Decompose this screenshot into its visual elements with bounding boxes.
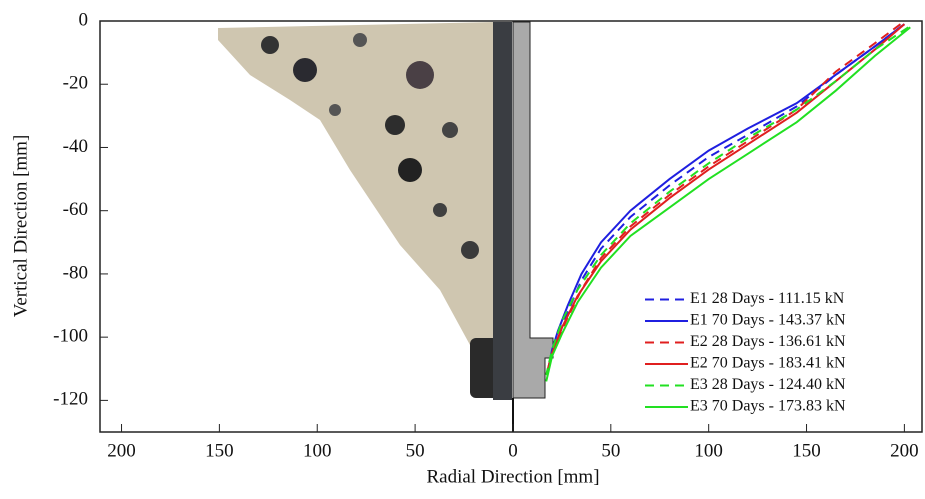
x-tick-label: 50 (406, 440, 425, 461)
legend-label: E3 70 Days - 173.83 kN (690, 398, 846, 415)
x-axis-label: Radial Direction [mm] (426, 466, 599, 487)
y-tick-label: -120 (53, 389, 88, 410)
legend-label: E3 28 Days - 124.40 kN (690, 376, 846, 393)
y-tick-label: -60 (63, 199, 88, 220)
y-tick-label: -80 (63, 262, 88, 283)
axes-box (99, 20, 923, 433)
x-tick-label: 100 (694, 440, 723, 461)
x-tick-label: 200 (107, 440, 136, 461)
legend-label: E1 70 Days - 143.37 kN (690, 312, 846, 329)
y-axis-label: Vertical Direction [mm] (10, 135, 31, 318)
series-line (545, 26, 911, 382)
series-line (549, 23, 905, 363)
x-tick-label: 150 (792, 440, 821, 461)
legend-label: E2 70 Days - 183.41 kN (690, 355, 846, 372)
legend-label: E1 28 Days - 111.15 kN (690, 290, 845, 307)
photo (218, 21, 554, 432)
x-tick-label: 150 (205, 440, 234, 461)
y-tick-label: 0 (79, 9, 89, 30)
series-line (545, 26, 909, 376)
y-tick-label: -20 (63, 73, 88, 94)
x-tick-label: 100 (303, 440, 332, 461)
x-tick-label: 200 (890, 440, 919, 461)
x-tick-label: 50 (601, 440, 620, 461)
y-tick-label: -100 (53, 326, 88, 347)
legend-label: E2 28 Days - 136.61 kN (690, 333, 846, 350)
y-tick-label: -40 (63, 136, 88, 157)
x-tick-label: 0 (508, 440, 518, 461)
